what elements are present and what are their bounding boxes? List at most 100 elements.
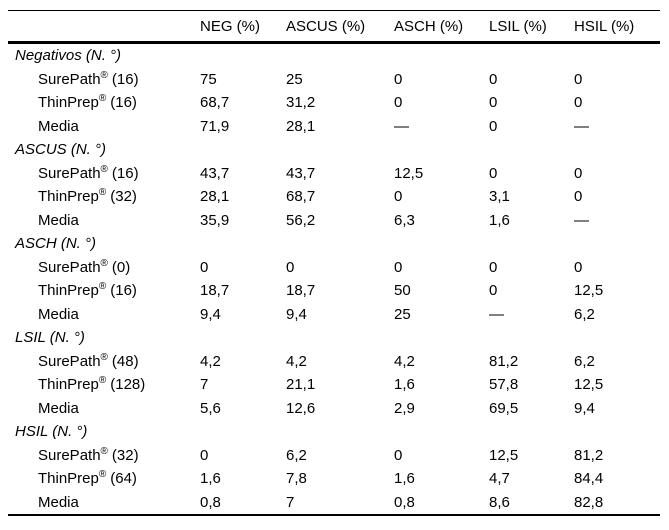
row-label-text: Media (38, 211, 79, 229)
value-cell: 0 (489, 117, 498, 135)
section-label: HSIL (N. °) (15, 423, 88, 441)
value-cell: 43,7 (200, 164, 230, 182)
column-header-empty (8, 10, 193, 44)
row-label-text: ThinPrep (38, 470, 99, 488)
row-label: ThinPrep® (16) (8, 91, 193, 115)
row-label-text: ThinPrep (38, 282, 99, 300)
row-label-text: SurePath (38, 446, 101, 464)
value-cell: 5,6 (200, 399, 221, 417)
value-cell: 6,2 (286, 446, 307, 464)
value-cell: 25 (394, 305, 411, 323)
registered-trademark: ® (98, 187, 107, 199)
row-label-text: Media (38, 117, 79, 135)
results-table: NEG (%) ASCUS (%) ASCH (%) LSIL (%) HSIL (%)… (8, 10, 660, 516)
sample-count: (48) (111, 352, 139, 370)
registered-trademark: ® (98, 281, 107, 293)
row-label: SurePath® (32) (8, 444, 193, 468)
value-cell: 56,2 (286, 211, 316, 229)
row-label-text: ThinPrep (38, 188, 99, 206)
section-label: LSIL (N. °) (15, 329, 85, 347)
value-cell: 12,5 (489, 446, 519, 464)
row-label-text: SurePath (38, 352, 101, 370)
value-cell: 8,6 (489, 493, 510, 511)
sample-count: (16) (111, 164, 139, 182)
column-header: LSIL (%) (482, 10, 567, 44)
value-cell: 43,7 (286, 164, 316, 182)
value-cell: 50 (394, 282, 411, 300)
row-label: Media (8, 209, 193, 233)
table-row: Media 35,9 56,2 6,3 1,6 — (8, 209, 660, 233)
row-label-text: Media (38, 493, 79, 511)
column-header: ASCH (%) (387, 10, 482, 44)
row-label-text: Media (38, 305, 79, 323)
table-row: ThinPrep® (64) 1,6 7,8 1,6 4,7 84,4 (8, 467, 660, 491)
value-cell: 1,6 (200, 470, 221, 488)
value-cell: 1,6 (489, 211, 510, 229)
table-header-row: NEG (%) ASCUS (%) ASCH (%) LSIL (%) HSIL (%) (8, 10, 660, 44)
section-label: Negativos (N. °) (15, 47, 122, 65)
value-cell: 84,4 (574, 470, 604, 488)
table-row: ThinPrep® (16) 68,7 31,2 0 0 0 (8, 91, 660, 115)
table-row: SurePath® (16) 75 25 0 0 0 (8, 68, 660, 92)
value-cell: 69,5 (489, 399, 519, 417)
table-row: SurePath® (0) 0 0 0 0 0 (8, 256, 660, 280)
table-row: ThinPrep® (128) 7 21,1 1,6 57,8 12,5 (8, 373, 660, 397)
value-cell: 0 (394, 70, 403, 88)
table-row: Media 5,6 12,6 2,9 69,5 9,4 (8, 397, 660, 421)
section-label: ASCUS (N. °) (15, 141, 107, 159)
value-cell: 0 (574, 164, 583, 182)
registered-trademark: ® (100, 257, 108, 269)
value-cell: 0 (200, 446, 209, 464)
sample-count: (16) (110, 94, 137, 112)
value-cell: 0 (286, 258, 295, 276)
row-label: ThinPrep® (128) (8, 373, 193, 397)
value-cell: 2,9 (394, 399, 415, 417)
row-label-text: ThinPrep (38, 94, 99, 112)
column-header: NEG (%) (193, 10, 279, 44)
value-cell: 9,4 (574, 399, 595, 417)
value-cell: 6,3 (394, 211, 415, 229)
section-label: ASCH (N. °) (15, 235, 96, 253)
value-cell: 0 (489, 70, 498, 88)
row-label-text: SurePath (38, 164, 101, 182)
sample-count: (16) (110, 282, 137, 300)
value-cell: 28,1 (200, 188, 230, 206)
section-row: HSIL (N. °) (8, 420, 660, 444)
value-cell: 4,2 (286, 352, 307, 370)
row-label: SurePath® (16) (8, 162, 193, 186)
value-cell: 0 (489, 94, 498, 112)
value-cell: 0 (394, 188, 403, 206)
registered-trademark: ® (98, 93, 107, 105)
value-cell: 68,7 (286, 188, 316, 206)
sample-count: (64) (110, 470, 137, 488)
value-cell: 0 (394, 446, 403, 464)
value-cell: 6,2 (574, 352, 595, 370)
value-cell: 0 (489, 282, 498, 300)
registered-trademark: ® (100, 445, 108, 457)
value-cell: 68,7 (200, 94, 230, 112)
table-row: SurePath® (48) 4,2 4,2 4,2 81,2 6,2 (8, 350, 660, 374)
registered-trademark: ® (100, 69, 108, 81)
section-row: Negativos (N. °) (8, 43, 660, 68)
table-row: ThinPrep® (16) 18,7 18,7 50 0 12,5 (8, 279, 660, 303)
column-header: ASCUS (%) (279, 10, 387, 44)
value-cell: 18,7 (200, 282, 230, 300)
column-header: HSIL (%) (567, 10, 660, 44)
section-row: LSIL (N. °) (8, 326, 660, 350)
row-label: Media (8, 303, 193, 327)
value-cell: 1,6 (394, 470, 415, 488)
value-cell: 0 (574, 94, 583, 112)
row-label: ThinPrep® (64) (8, 467, 193, 491)
sample-count: (32) (111, 446, 139, 464)
row-label-text: ThinPrep (38, 376, 99, 394)
value-cell: — (394, 117, 409, 135)
value-cell: 9,4 (286, 305, 307, 323)
row-label: SurePath® (16) (8, 68, 193, 92)
value-cell: 0 (200, 258, 209, 276)
value-cell: 81,2 (574, 446, 604, 464)
value-cell: 0,8 (394, 493, 415, 511)
sample-count: (128) (110, 376, 146, 394)
row-label: SurePath® (48) (8, 350, 193, 374)
row-label: SurePath® (0) (8, 256, 193, 280)
row-label-text: Media (38, 399, 79, 417)
